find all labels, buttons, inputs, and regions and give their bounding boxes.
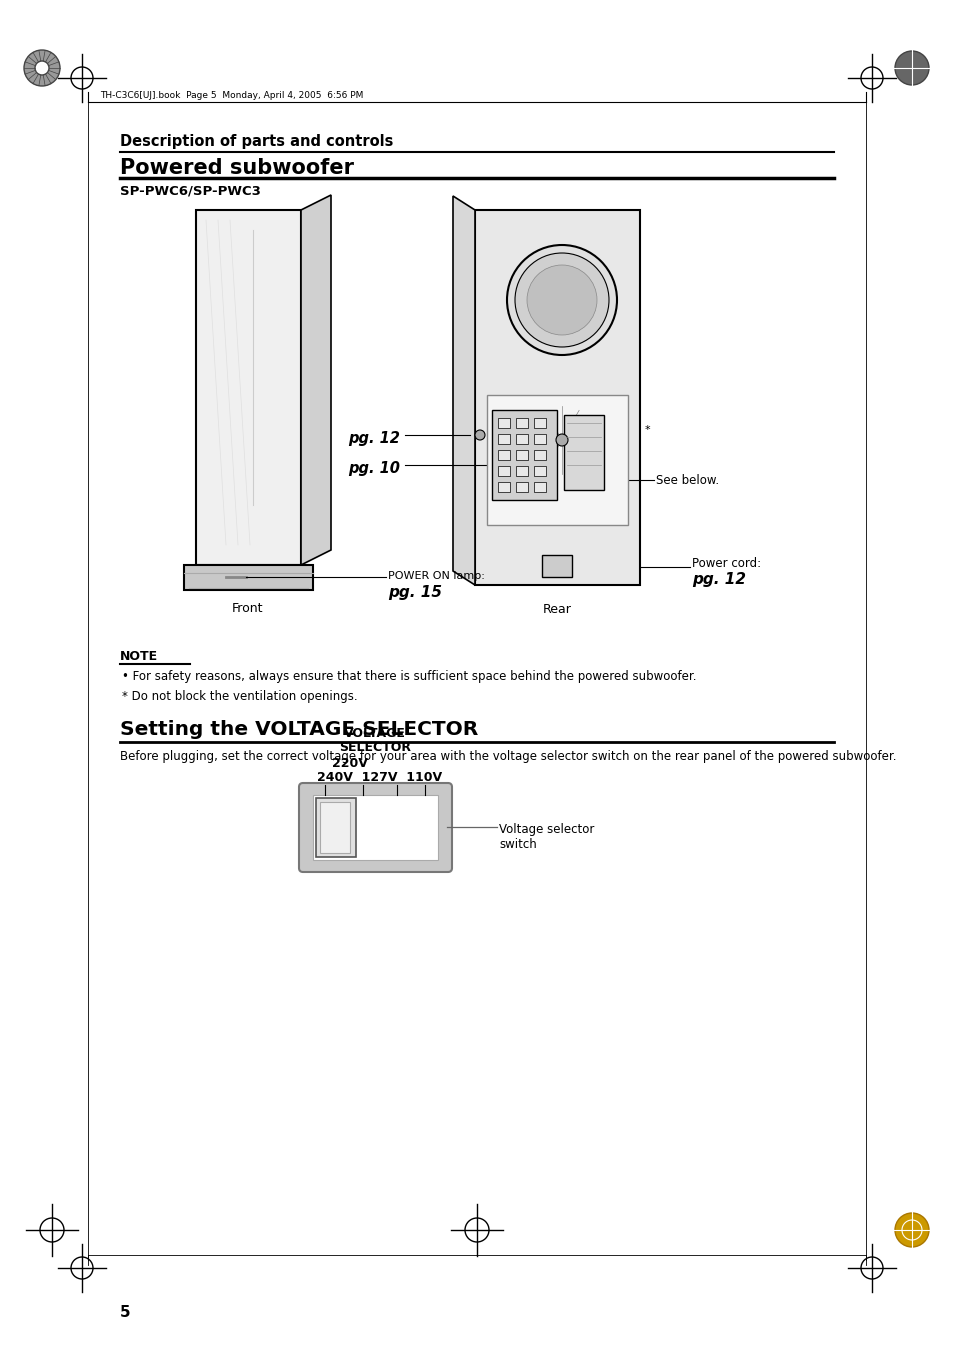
Circle shape (506, 245, 617, 355)
Text: NOTE: NOTE (120, 650, 158, 663)
Text: pg. 12: pg. 12 (348, 431, 399, 446)
Text: *: * (644, 426, 650, 435)
FancyBboxPatch shape (195, 209, 301, 565)
Text: Rear: Rear (542, 603, 571, 616)
Text: Voltage selector
switch: Voltage selector switch (498, 823, 594, 851)
FancyBboxPatch shape (497, 434, 510, 444)
FancyBboxPatch shape (516, 434, 527, 444)
Text: See below.: See below. (656, 473, 719, 486)
FancyBboxPatch shape (516, 417, 527, 428)
Text: Description of parts and controls: Description of parts and controls (120, 134, 393, 149)
Text: 240V  127V  110V: 240V 127V 110V (317, 771, 442, 784)
FancyBboxPatch shape (298, 784, 452, 871)
Text: SP-PWC6/SP-PWC3: SP-PWC6/SP-PWC3 (120, 184, 260, 197)
Polygon shape (301, 195, 331, 565)
Text: VOLTAGE: VOLTAGE (344, 727, 406, 740)
FancyBboxPatch shape (475, 209, 639, 585)
FancyBboxPatch shape (497, 466, 510, 476)
FancyBboxPatch shape (486, 394, 627, 526)
Text: Front: Front (232, 603, 263, 615)
Text: • For safety reasons, always ensure that there is sufficient space behind the po: • For safety reasons, always ensure that… (122, 670, 696, 684)
FancyBboxPatch shape (315, 798, 355, 857)
Circle shape (475, 430, 484, 440)
Text: Power cord:: Power cord: (691, 557, 760, 570)
Circle shape (515, 253, 608, 347)
Text: TH-C3C6[UJ].book  Page 5  Monday, April 4, 2005  6:56 PM: TH-C3C6[UJ].book Page 5 Monday, April 4,… (100, 91, 363, 100)
FancyBboxPatch shape (516, 482, 527, 492)
FancyBboxPatch shape (184, 565, 313, 590)
FancyBboxPatch shape (516, 466, 527, 476)
Text: pg. 12: pg. 12 (691, 571, 745, 586)
Circle shape (556, 434, 567, 446)
FancyBboxPatch shape (534, 417, 545, 428)
Circle shape (894, 1213, 928, 1247)
Polygon shape (453, 196, 475, 585)
Text: Powered subwoofer: Powered subwoofer (120, 158, 354, 178)
FancyBboxPatch shape (497, 417, 510, 428)
FancyBboxPatch shape (497, 482, 510, 492)
Circle shape (35, 61, 49, 76)
FancyBboxPatch shape (541, 555, 572, 577)
FancyBboxPatch shape (516, 450, 527, 459)
FancyBboxPatch shape (534, 450, 545, 459)
FancyBboxPatch shape (313, 794, 437, 861)
Text: Before plugging, set the correct voltage for your area with the voltage selector: Before plugging, set the correct voltage… (120, 750, 896, 763)
Text: * Do not block the ventilation openings.: * Do not block the ventilation openings. (122, 690, 357, 703)
FancyBboxPatch shape (319, 802, 350, 852)
FancyBboxPatch shape (563, 415, 603, 490)
FancyBboxPatch shape (497, 450, 510, 459)
Text: 5: 5 (120, 1305, 131, 1320)
FancyBboxPatch shape (534, 434, 545, 444)
Circle shape (526, 265, 597, 335)
Text: Setting the VOLTAGE SELECTOR: Setting the VOLTAGE SELECTOR (120, 720, 477, 739)
FancyBboxPatch shape (492, 409, 557, 500)
FancyBboxPatch shape (534, 482, 545, 492)
Text: SELECTOR: SELECTOR (338, 740, 411, 754)
Circle shape (523, 403, 599, 478)
Text: pg. 15: pg. 15 (388, 585, 441, 600)
Text: pg. 10: pg. 10 (348, 461, 399, 476)
FancyBboxPatch shape (534, 466, 545, 476)
Text: POWER ON lamp:: POWER ON lamp: (388, 571, 484, 581)
Circle shape (894, 51, 928, 85)
Circle shape (24, 50, 60, 86)
Text: 220V: 220V (332, 757, 368, 770)
